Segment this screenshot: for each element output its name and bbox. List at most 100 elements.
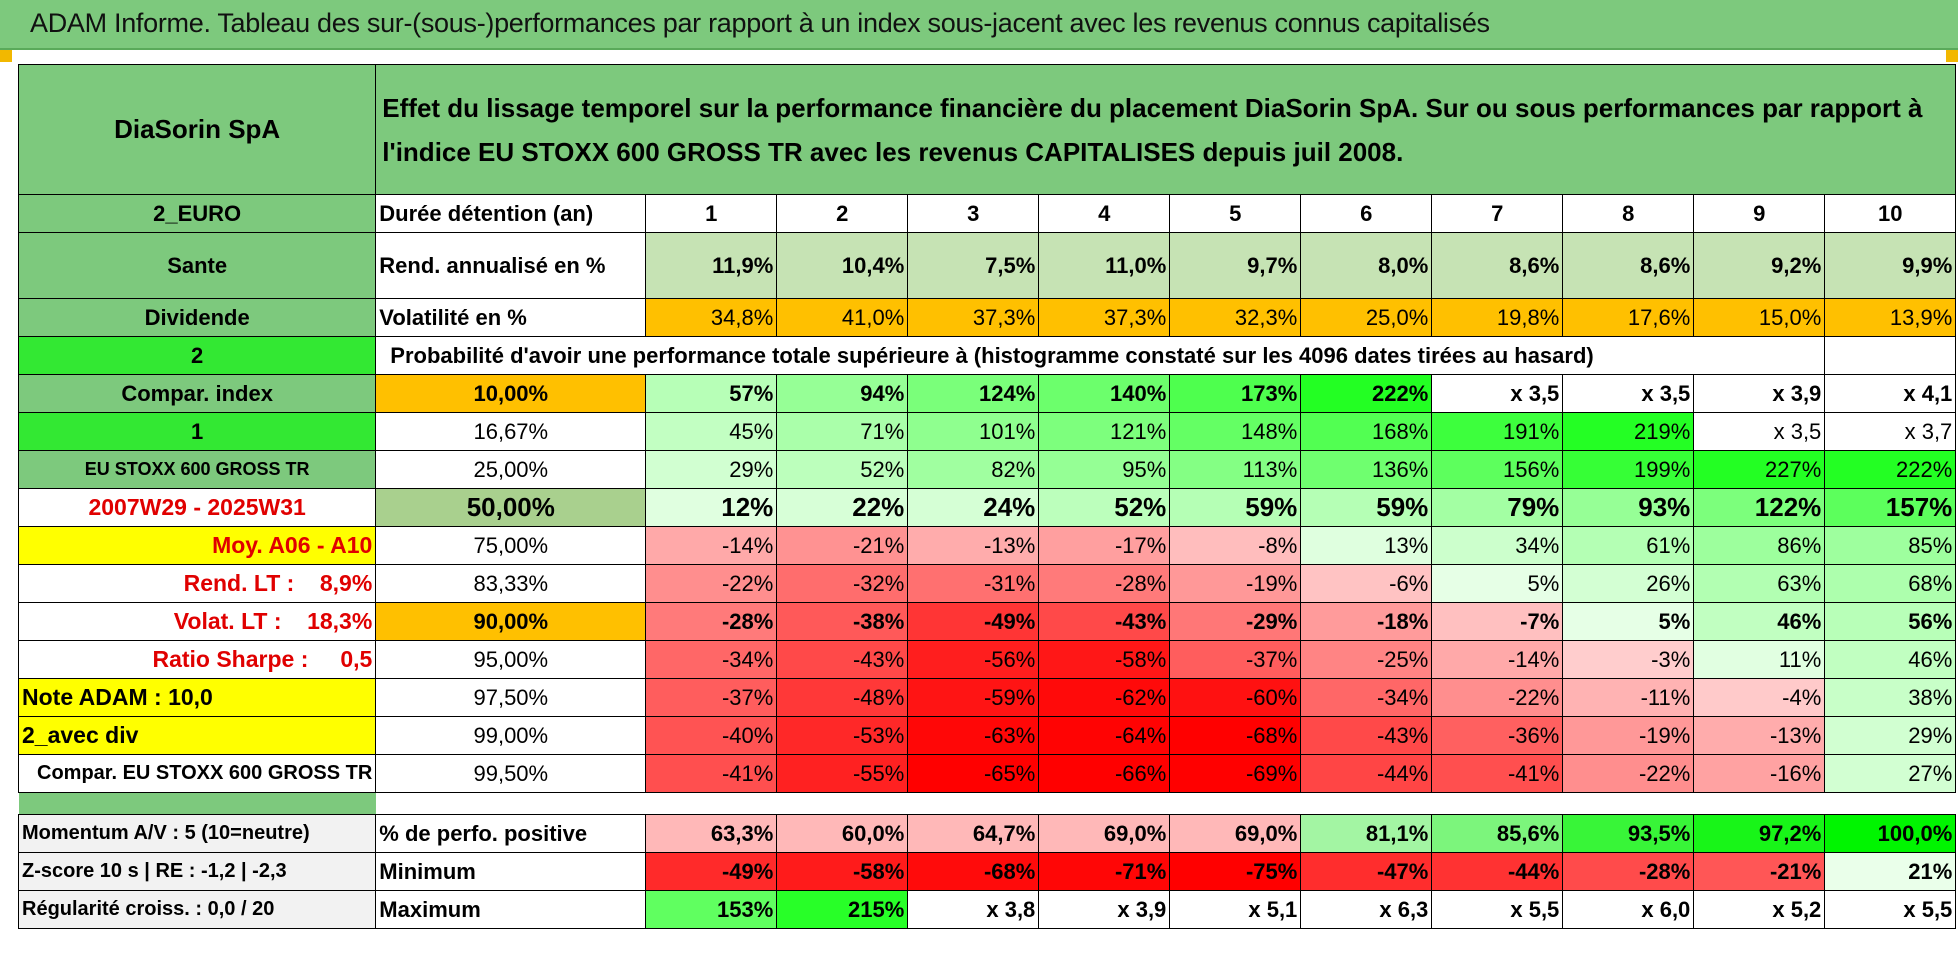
num-1-label: 1: [17, 412, 377, 451]
min-cell: -28%: [1562, 852, 1695, 891]
prob-value-cell: -37%: [645, 678, 778, 717]
percentile-cell: 99,50%: [375, 754, 647, 793]
prob-value-cell: x 3,5: [1693, 412, 1826, 451]
pos-cell: 60,0%: [776, 814, 909, 853]
prob-value-cell: -40%: [645, 716, 778, 755]
min-cell: -71%: [1038, 852, 1171, 891]
prob-value-cell: -28%: [645, 602, 778, 641]
prob-value-cell: 93%: [1562, 488, 1695, 527]
prob-value-cell: 5%: [1431, 564, 1564, 603]
regularite-label: Régularité croiss. : 0,0 / 20: [17, 890, 377, 929]
prob-value-cell: 86%: [1693, 526, 1826, 565]
pos-cell: 63,3%: [645, 814, 778, 853]
table-description: Effet du lissage temporel sur la perform…: [375, 64, 1957, 195]
prob-value-cell: x 3,7: [1824, 412, 1957, 451]
percentile-cell: 75,00%: [375, 526, 647, 565]
prob-value-cell: 22%: [776, 488, 909, 527]
vol-cell: 32,3%: [1169, 298, 1302, 337]
prob-value-cell: 56%: [1824, 602, 1957, 641]
vol-cell: 17,6%: [1562, 298, 1695, 337]
percentile-cell: 90,00%: [375, 602, 647, 641]
rend-cell: 8,6%: [1562, 232, 1695, 299]
prob-value-cell: -7%: [1431, 602, 1564, 641]
prob-value-cell: 94%: [776, 374, 909, 413]
prob-value-cell: -34%: [1300, 678, 1433, 717]
prob-value-cell: 95%: [1038, 450, 1171, 489]
title-bar: ADAM Informe. Tableau des sur-(sous-)per…: [0, 0, 1958, 50]
rend-cell: 11,0%: [1038, 232, 1171, 299]
prob-header: Probabilité d'avoir une performance tota…: [375, 336, 1826, 375]
vol-cell: 15,0%: [1693, 298, 1826, 337]
prob-value-cell: -6%: [1300, 564, 1433, 603]
duration-cell: 8: [1562, 194, 1695, 233]
prob-value-cell: -59%: [907, 678, 1040, 717]
percentile-cell: 25,00%: [375, 450, 647, 489]
rend-cell: 8,6%: [1431, 232, 1564, 299]
volat-lt-label: Volat. LT : 18,3%: [17, 602, 377, 641]
pos-cell: 64,7%: [907, 814, 1040, 853]
min-cell: -75%: [1169, 852, 1302, 891]
dividend-label: Dividende: [17, 298, 377, 337]
prob-value-cell: -3%: [1562, 640, 1695, 679]
performance-table: DiaSorin SpA Effet du lissage temporel s…: [17, 64, 1957, 929]
prob-value-cell: 57%: [645, 374, 778, 413]
moy-label: Moy. A06 - A10: [17, 526, 377, 565]
pos-cell: 100,0%: [1824, 814, 1957, 853]
prob-value-cell: 52%: [1038, 488, 1171, 527]
min-cell: -58%: [776, 852, 909, 891]
corner-marker: [0, 50, 12, 62]
percentile-cell: 10,00%: [375, 374, 647, 413]
prob-value-cell: -58%: [1038, 640, 1171, 679]
rend-label: Rend. annualisé en %: [375, 232, 647, 299]
prob-value-cell: 46%: [1824, 640, 1957, 679]
max-cell: 215%: [776, 890, 909, 929]
prob-value-cell: 156%: [1431, 450, 1564, 489]
prob-value-cell: -14%: [1431, 640, 1564, 679]
prob-value-cell: 222%: [1300, 374, 1433, 413]
sharpe-label: Ratio Sharpe : 0,5: [17, 640, 377, 679]
prob-value-cell: 199%: [1562, 450, 1695, 489]
prob-value-cell: 79%: [1431, 488, 1564, 527]
prob-value-cell: 13%: [1300, 526, 1433, 565]
prob-value-cell: 59%: [1300, 488, 1433, 527]
prob-value-cell: -13%: [907, 526, 1040, 565]
prob-value-cell: -8%: [1169, 526, 1302, 565]
compar-full-label: Compar. EU STOXX 600 GROSS TR: [17, 754, 377, 793]
spacer-cell: [376, 793, 1956, 815]
pos-cell: 69,0%: [1038, 814, 1171, 853]
prob-value-cell: -66%: [1038, 754, 1171, 793]
prob-value-cell: -19%: [1169, 564, 1302, 603]
max-cell: x 5,5: [1431, 890, 1564, 929]
prob-value-cell: -25%: [1300, 640, 1433, 679]
prob-value-cell: 140%: [1038, 374, 1171, 413]
prob-value-cell: -21%: [776, 526, 909, 565]
prob-value-cell: -55%: [776, 754, 909, 793]
prob-value-cell: 222%: [1824, 450, 1957, 489]
vol-cell: 13,9%: [1824, 298, 1957, 337]
percentile-cell: 97,50%: [375, 678, 647, 717]
empty-cell: [1824, 336, 1957, 375]
vol-cell: 34,8%: [645, 298, 778, 337]
prob-value-cell: 227%: [1693, 450, 1826, 489]
prob-value-cell: -11%: [1562, 678, 1695, 717]
prob-value-cell: 191%: [1431, 412, 1564, 451]
prob-value-cell: -38%: [776, 602, 909, 641]
prob-value-cell: -62%: [1038, 678, 1171, 717]
min-cell: -68%: [907, 852, 1040, 891]
min-cell: 21%: [1824, 852, 1957, 891]
prob-value-cell: -19%: [1562, 716, 1695, 755]
percentile-cell: 83,33%: [375, 564, 647, 603]
compar-index-label: Compar. index: [17, 374, 377, 413]
vol-cell: 37,3%: [1038, 298, 1171, 337]
min-cell: -49%: [645, 852, 778, 891]
max-cell: x 5,1: [1169, 890, 1302, 929]
prob-value-cell: 46%: [1693, 602, 1826, 641]
prob-value-cell: -43%: [1038, 602, 1171, 641]
duration-cell: 3: [907, 194, 1040, 233]
prob-value-cell: -49%: [907, 602, 1040, 641]
min-cell: -21%: [1693, 852, 1826, 891]
prob-value-cell: -34%: [645, 640, 778, 679]
max-label: Maximum: [375, 890, 647, 929]
pos-cell: 93,5%: [1562, 814, 1695, 853]
prob-value-cell: -41%: [1431, 754, 1564, 793]
